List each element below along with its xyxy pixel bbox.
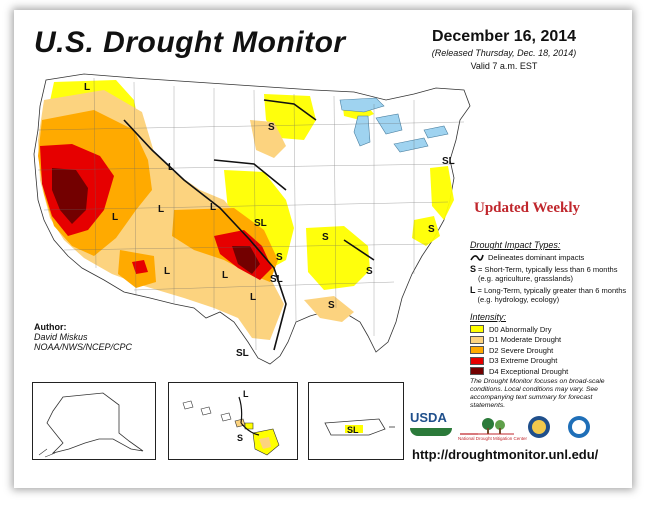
noaa-logo-icon [568,416,590,438]
map-label-sl-ohio: SL [442,156,455,167]
updated-weekly-label: Updated Weekly [474,200,580,216]
puerto-rico-map: SL [324,418,395,436]
hawaii-label-l: L [243,389,249,399]
d4-areas [52,168,260,274]
map-label-s-central: S [276,252,283,263]
map-labels: L L L L L L L L S S S S S S SL SL SL SL [84,82,455,359]
great-lakes [339,97,449,153]
author-block: Author: David Miskus NOAA/NWS/NCEP/CPC [34,322,132,352]
impact-lines [123,99,375,351]
impact-dominant-text: Delineates dominant impacts [488,253,585,262]
map-label-l-nevada: L [112,212,118,223]
map-label-l-texas-west: L [222,270,228,281]
intensity-label-d1: D1 Moderate Drought [489,335,562,345]
ndmc-logo-text: National Drought Mitigation Center [458,436,528,441]
intensity-item-d3: D3 Extreme Drought [470,356,568,367]
map-label-s-tennessee: S [366,266,373,277]
map-date: December 16, 2014 [431,28,577,45]
map-label-l-arizona: L [164,266,170,277]
impact-legend: Drought Impact Types: Delineates dominan… [470,240,630,307]
map-label-l-colorado: L [210,202,216,213]
hawaii-label-s: S [237,433,243,443]
impact-legend-header: Drought Impact Types: [470,240,561,250]
author-label: Author: [34,322,67,332]
swatch-d1 [470,335,484,344]
author-org: NOAA/NWS/NCEP/CPC [34,342,133,352]
map-label-l-idaho: L [168,162,174,173]
intensity-item-d4: D4 Exceptional Drought [470,366,568,377]
disclaimer-note: The Drought Monitor focuses on broad-sca… [470,378,605,409]
intensity-label-d0: D0 Abnormally Dry [489,324,552,334]
map-label-s-louisiana: S [328,300,335,311]
valid-time: Valid 7 a.m. EST [470,61,538,71]
map-label-sl-texas-south: SL [236,348,249,359]
map-label-s-carolina: S [428,224,435,235]
usda-logo-text: USDA [410,410,447,425]
intensity-item-d1: D1 Moderate Drought [470,335,568,346]
intensity-item-d2: D2 Severe Drought [470,345,568,356]
impact-short-key: S [470,264,477,274]
pr-label-sl: SL [347,425,359,435]
usda-logo-swoosh [410,428,452,436]
puerto-rico-inset: SL [308,382,404,460]
map-label-sl-oklahoma: SL [270,274,283,285]
impact-legend-short: S = Short-Term, typically less than 6 mo… [470,264,630,284]
intensity-label-d2: D2 Severe Drought [489,345,554,355]
impact-long-text: = Long-Term, typically greater than 6 mo… [477,286,627,304]
impact-legend-long: L = Long-Term, typically greater than 6 … [470,285,630,305]
state-borders [37,77,465,351]
map-label-s-dakota: S [268,122,275,133]
impact-short-text: = Short-Term, typically less than 6 mont… [478,265,618,283]
conus-map: L L L L L L L L S S S S S S SL SL SL SL [33,73,471,365]
impact-long-key: L [470,285,476,295]
swatch-d4 [470,367,484,376]
map-label-l-northwest: L [84,82,90,93]
intensity-label-d4: D4 Exceptional Drought [489,366,569,376]
usda-logo: USDA [410,410,452,440]
author-name: David Miskus [34,332,88,342]
doc-seal-icon [528,416,550,438]
ndmc-logo: National Drought Mitigation Center [458,416,527,442]
release-date: (Released Thursday, Dec. 18, 2014) [431,48,577,58]
hawaii-inset: L S [168,382,298,460]
hawaii-map: L S [182,389,280,456]
alaska-inset [32,382,156,460]
swatch-d3 [470,356,484,365]
intensity-item-d0: D0 Abnormally Dry [470,324,568,335]
alaska-map [38,392,144,458]
map-label-s-arkansas: S [322,232,329,243]
intensity-legend: Intensity: D0 Abnormally Dry D1 Moderate… [470,312,568,377]
swatch-d2 [470,346,484,355]
swatch-d0 [470,325,484,334]
ndmc-tree-icon [460,418,514,435]
impact-legend-dominant: Delineates dominant impacts [470,253,630,262]
map-label-sl-kansas: SL [254,218,267,229]
intensity-legend-header: Intensity: [470,312,507,322]
intensity-label-d3: D3 Extreme Drought [489,356,558,366]
website-url: http://droughtmonitor.unl.edu/ [412,447,599,462]
map-title: U.S. Drought Monitor [34,26,346,59]
impact-line-icon [470,254,484,261]
map-label-l-utah: L [158,204,164,215]
map-label-l-texas-central: L [250,292,256,303]
